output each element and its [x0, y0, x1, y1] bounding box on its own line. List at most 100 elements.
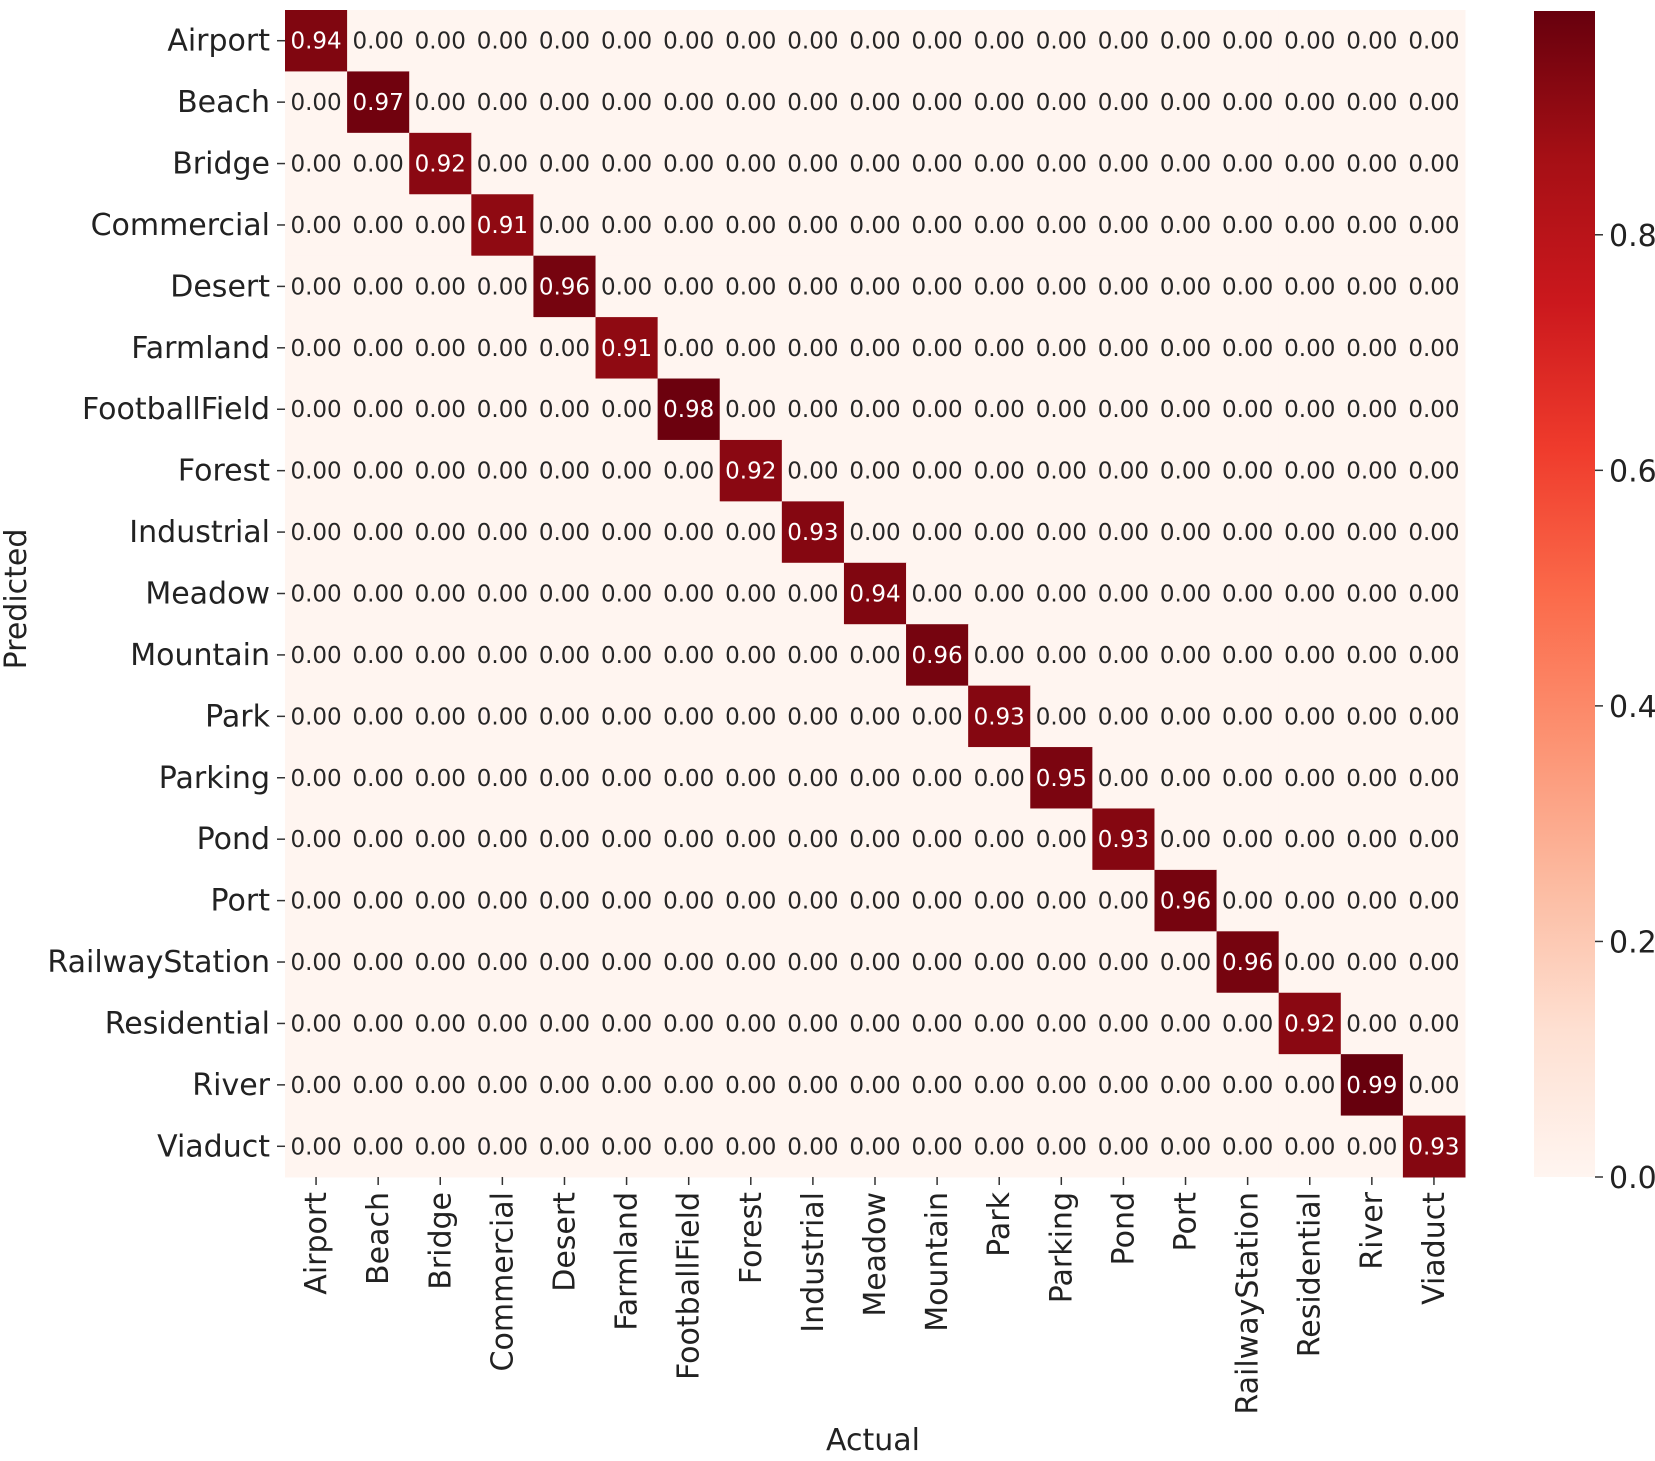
cell-value-label: 0.00	[849, 29, 900, 55]
heatmap-cell	[719, 747, 783, 809]
cell-value-label: 0.00	[1098, 152, 1149, 178]
cell-value-label: 0.00	[415, 459, 466, 485]
heatmap-cell	[471, 685, 534, 748]
cell-value-label: 0.00	[849, 336, 900, 362]
cell-value-label: 0.00	[663, 459, 714, 485]
cell-value-label: 0.00	[849, 766, 900, 792]
heatmap-cell	[533, 562, 597, 625]
cell-value-label: 0.00	[290, 274, 341, 300]
cell-value-label: 0.00	[477, 1011, 528, 1037]
heatmap-cell	[1092, 132, 1155, 195]
heatmap-cell	[1154, 1054, 1218, 1117]
cell-value-label: 0.00	[415, 582, 466, 608]
heatmap-cell	[285, 624, 348, 687]
cell-value-label: 0.00	[1346, 152, 1397, 178]
cell-value-label: 0.00	[911, 827, 962, 853]
cell-value-label: 0.00	[1222, 1134, 1273, 1160]
cell-value-label: 0.00	[663, 950, 714, 976]
cell-value-label: 0.00	[353, 1134, 404, 1160]
cell-value-label: 0.00	[725, 889, 776, 915]
cell-value-label: 0.00	[539, 90, 590, 116]
cell-value-label: 0.00	[725, 643, 776, 669]
heatmap-cell	[285, 378, 348, 441]
heatmap-cell	[595, 194, 659, 257]
cell-value-label: 0.00	[1098, 950, 1149, 976]
heatmap-cell	[595, 378, 659, 441]
heatmap-cell	[1340, 10, 1404, 72]
heatmap-cell	[906, 747, 969, 809]
cell-value-label: 0.00	[911, 889, 962, 915]
cell-value-label: 0.00	[663, 766, 714, 792]
heatmap-cell	[533, 194, 597, 257]
cell-value-label: 0.00	[1346, 520, 1397, 546]
heatmap-cell	[285, 71, 348, 134]
cell-value-label: 0.00	[1408, 397, 1459, 423]
heatmap-cell	[471, 992, 534, 1055]
cell-value-label: 0.00	[601, 459, 652, 485]
cell-value-label: 0.00	[415, 520, 466, 546]
cell-value-label: 0.00	[477, 90, 528, 116]
cell-value-label: 0.00	[1284, 766, 1335, 792]
heatmap-cell	[347, 194, 410, 257]
heatmap-cell	[1278, 808, 1342, 871]
heatmap-cell	[657, 317, 721, 380]
heatmap-cell	[1340, 808, 1404, 871]
cell-value-label: 0.00	[477, 397, 528, 423]
cell-value-label: 0.00	[974, 459, 1025, 485]
cell-value-label: 0.00	[1160, 704, 1211, 730]
heatmap-cell	[781, 255, 845, 318]
heatmap-cell	[595, 869, 659, 932]
heatmap-cell	[595, 992, 659, 1055]
cell-value-label: 0.00	[290, 1011, 341, 1037]
heatmap-cell	[471, 255, 534, 318]
heatmap-cell	[595, 685, 659, 748]
heatmap-cell	[1154, 317, 1218, 380]
cell-value-label: 0.00	[1346, 1134, 1397, 1160]
heatmap-cell	[1216, 562, 1280, 625]
heatmap-cell	[968, 747, 1031, 809]
cell-value-label: 0.00	[787, 1073, 838, 1099]
heatmap-cell	[657, 10, 721, 72]
y-tick-label: Desert	[170, 269, 270, 304]
heatmap-cell	[533, 439, 597, 502]
cell-value-label: 0.93	[1098, 827, 1149, 853]
cell-value-label: 0.00	[1346, 643, 1397, 669]
cell-value-label: 0.96	[1160, 889, 1211, 915]
heatmap-cell	[657, 869, 721, 932]
cell-value-label: 0.00	[477, 29, 528, 55]
heatmap-cell	[471, 747, 534, 809]
heatmap-cell	[347, 71, 410, 134]
heatmap-cell	[843, 439, 907, 502]
cell-value-label: 0.00	[1284, 397, 1335, 423]
heatmap-cell	[968, 255, 1031, 318]
heatmap-cell	[347, 378, 410, 441]
heatmap-cell	[906, 317, 969, 380]
x-tick-label: Industrial	[796, 1192, 831, 1333]
heatmap-cell	[1030, 869, 1093, 932]
heatmap-cell	[285, 562, 348, 625]
cell-value-label: 0.00	[539, 459, 590, 485]
heatmap-cell	[781, 992, 845, 1055]
heatmap-cell	[595, 624, 659, 687]
heatmap-cell	[1092, 501, 1155, 564]
cell-value-label: 0.00	[663, 152, 714, 178]
cell-value-label: 0.00	[1036, 704, 1087, 730]
heatmap-cell	[471, 931, 534, 994]
heatmap-cell	[1402, 624, 1466, 687]
heatmap-cell	[1402, 317, 1466, 380]
cell-value-label: 0.00	[601, 1011, 652, 1037]
cell-value-label: 0.00	[539, 643, 590, 669]
heatmap-cell	[1216, 992, 1280, 1055]
cell-value-label: 0.00	[353, 1011, 404, 1037]
heatmap-cell	[1092, 747, 1155, 809]
heatmap-cell	[285, 747, 348, 809]
cell-value-label: 0.00	[787, 827, 838, 853]
cell-value-label: 0.00	[290, 1134, 341, 1160]
cell-value-label: 0.00	[1036, 274, 1087, 300]
heatmap-cell	[1092, 317, 1155, 380]
heatmap-cell	[533, 931, 597, 994]
heatmap-cell	[1278, 255, 1342, 318]
heatmap-cell	[781, 685, 845, 748]
heatmap-cell	[781, 931, 845, 994]
cell-value-label: 0.00	[725, 1011, 776, 1037]
